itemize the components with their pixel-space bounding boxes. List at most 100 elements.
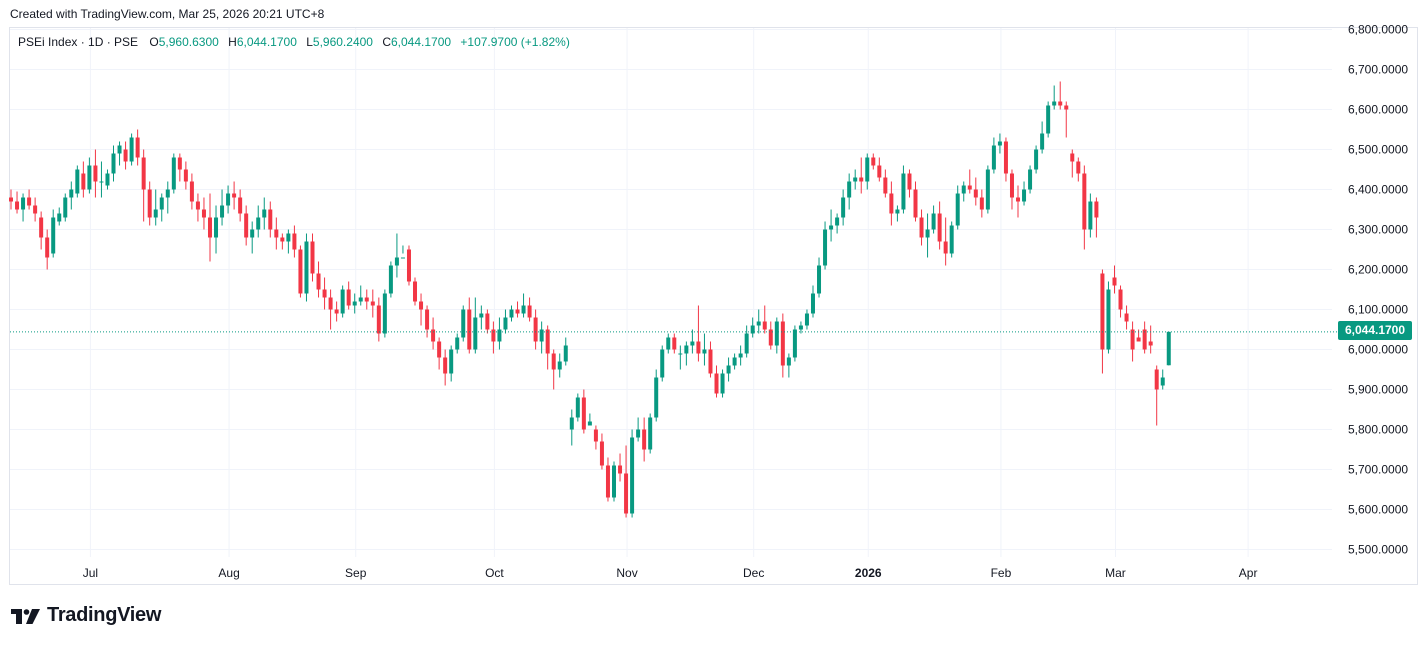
tradingview-logo-text: TradingView xyxy=(47,604,162,626)
candle xyxy=(792,325,797,362)
candle-body xyxy=(99,181,104,183)
candle-body xyxy=(575,397,580,418)
candle xyxy=(744,325,749,358)
candle xyxy=(774,317,779,354)
candle xyxy=(979,189,984,218)
candle xyxy=(973,177,978,206)
candle-body xyxy=(919,217,924,238)
candle xyxy=(599,433,604,470)
x-tick-label: Nov xyxy=(616,566,637,580)
candle xyxy=(207,193,212,262)
candle xyxy=(461,305,466,342)
candle xyxy=(991,137,996,174)
candle-body xyxy=(877,165,882,178)
candle-body xyxy=(889,193,894,214)
candle xyxy=(111,145,116,182)
y-tick-label: 6,600.0000 xyxy=(1348,103,1408,117)
candle xyxy=(99,161,104,198)
candle-body xyxy=(220,205,225,218)
candle-body xyxy=(690,341,695,346)
candle xyxy=(907,169,912,198)
candle-body xyxy=(256,217,261,230)
candle xyxy=(201,197,206,230)
candle-body xyxy=(696,341,701,354)
candle-body xyxy=(1082,173,1087,230)
candle xyxy=(262,197,267,230)
candle-body xyxy=(1034,149,1039,170)
candle xyxy=(1166,331,1171,366)
tradingview-logo[interactable]: TradingView xyxy=(11,604,161,627)
candle xyxy=(672,333,677,354)
candle xyxy=(1142,321,1147,354)
candle-body xyxy=(883,177,888,194)
candle-body xyxy=(195,201,200,210)
symbol-label[interactable]: PSEi Index · 1D · PSE xyxy=(18,35,139,49)
candle-body xyxy=(726,365,731,374)
x-tick-label: Apr xyxy=(1239,566,1258,580)
candle xyxy=(431,317,436,350)
candle-body xyxy=(298,249,303,294)
candle xyxy=(1028,165,1033,194)
candle xyxy=(587,413,592,426)
candle-body xyxy=(268,209,273,230)
candle-body xyxy=(895,209,900,214)
candle xyxy=(1003,137,1008,182)
candle-body xyxy=(286,233,291,242)
candle-body xyxy=(479,313,484,318)
candle-body xyxy=(388,265,393,294)
candle-body xyxy=(792,329,797,358)
candle-body xyxy=(322,289,327,298)
candle xyxy=(835,213,840,234)
candle-body xyxy=(292,233,297,250)
candle xyxy=(153,189,158,226)
candle-body xyxy=(750,325,755,334)
candle xyxy=(949,221,954,258)
candle-body xyxy=(238,197,243,214)
candle xyxy=(714,365,719,398)
candle xyxy=(129,133,134,166)
chart-frame[interactable] xyxy=(9,27,1418,585)
candle xyxy=(443,349,448,386)
candle-body xyxy=(461,309,466,338)
candle xyxy=(660,345,665,382)
candle xyxy=(503,309,508,334)
time-axis[interactable]: Jul Aug Sep Oct Nov Dec 2026 Feb Mar Apr xyxy=(83,566,1258,580)
candle-body xyxy=(714,373,719,394)
candle xyxy=(533,309,538,350)
candle-body xyxy=(9,197,13,202)
candle-body xyxy=(328,297,333,310)
candle-body xyxy=(503,317,508,330)
candle-body xyxy=(925,229,930,238)
candle-body xyxy=(618,465,623,474)
candle-body xyxy=(612,465,616,498)
candle xyxy=(1034,145,1039,174)
candle xyxy=(895,205,900,222)
candle xyxy=(593,425,598,450)
candle-body xyxy=(973,189,978,198)
candle-body xyxy=(666,337,671,350)
candle xyxy=(147,181,152,226)
candle-body xyxy=(1118,289,1123,310)
candle xyxy=(1118,285,1123,318)
candle xyxy=(382,289,387,338)
candle-body xyxy=(189,181,194,202)
candle-body xyxy=(599,441,604,466)
candle-body xyxy=(961,185,966,194)
candle-body xyxy=(473,317,478,350)
candle xyxy=(1160,369,1165,390)
candle xyxy=(1082,165,1087,250)
price-axis[interactable]: 5,500.0000 5,600.0000 5,700.0000 5,800.0000… xyxy=(1348,23,1408,557)
candle xyxy=(798,321,803,334)
candle xyxy=(961,181,966,202)
candle xyxy=(738,345,743,366)
open-label: O xyxy=(149,35,159,49)
x-tick-label: Oct xyxy=(485,566,504,580)
candle xyxy=(768,321,773,350)
candle xyxy=(57,207,62,226)
candle-body xyxy=(997,141,1002,146)
candle-body xyxy=(521,305,526,314)
candle-body xyxy=(129,137,134,162)
candle xyxy=(135,129,140,166)
candle xyxy=(292,225,297,258)
